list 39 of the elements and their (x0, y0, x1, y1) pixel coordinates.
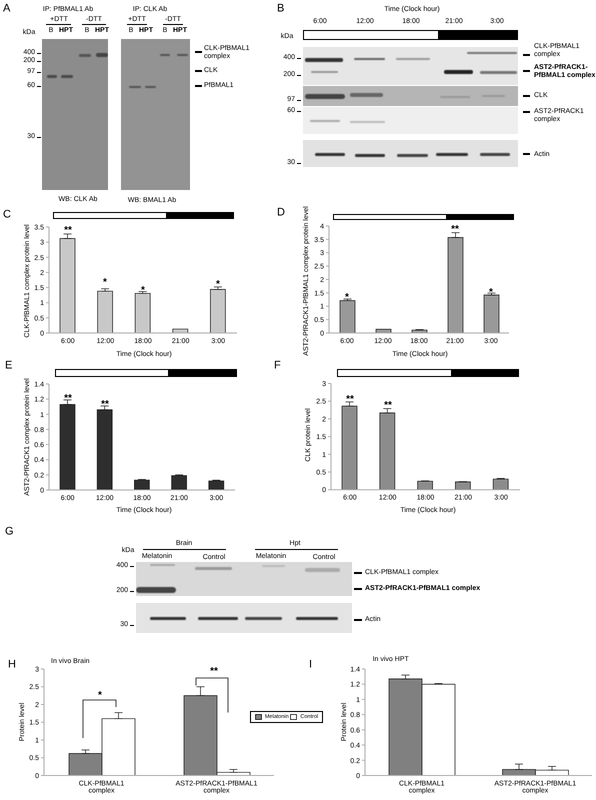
bar (210, 289, 226, 333)
bar (208, 480, 224, 490)
bar (60, 404, 76, 490)
bar (340, 300, 356, 333)
bar (97, 290, 113, 333)
text: I (309, 658, 312, 670)
text: H (8, 658, 16, 670)
bar (455, 482, 471, 490)
bar (96, 409, 113, 490)
annotation: * (141, 285, 145, 296)
annotation: * (103, 277, 107, 288)
bar (342, 406, 358, 490)
text: A (3, 2, 10, 14)
bar (134, 480, 150, 490)
annotation: ** (101, 398, 109, 410)
bar (379, 412, 396, 490)
annotation: ** (451, 224, 459, 235)
annotation: ** (384, 400, 392, 410)
bar (134, 292, 151, 333)
annotation: ** (210, 666, 218, 677)
text: E (5, 360, 12, 372)
annotation: ** (346, 394, 354, 405)
annotation: ** (64, 225, 72, 236)
text: F (274, 360, 281, 372)
text: G (5, 526, 14, 538)
bar (171, 475, 187, 490)
text: D (277, 206, 285, 218)
text: B (277, 2, 284, 14)
bar (60, 238, 76, 333)
bar (172, 328, 188, 333)
annotation: * (98, 690, 102, 701)
text: C (3, 208, 11, 220)
annotation: ** (64, 393, 72, 404)
bar (417, 480, 433, 490)
annotation: * (345, 292, 349, 303)
bar (484, 294, 500, 333)
annotation: * (216, 279, 220, 290)
bar (492, 478, 509, 490)
annotation: * (489, 287, 493, 298)
